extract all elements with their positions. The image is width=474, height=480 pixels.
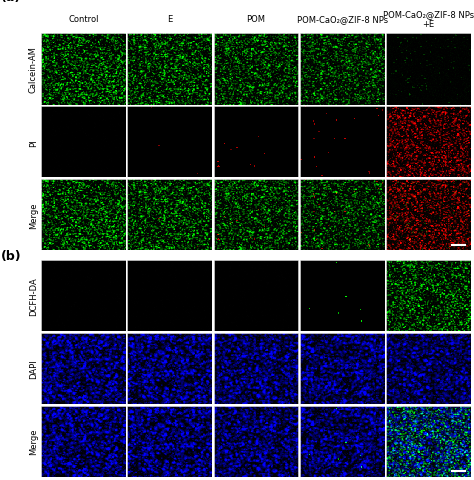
Text: DCFH-DA: DCFH-DA — [29, 277, 38, 315]
Text: Merge: Merge — [29, 202, 38, 228]
Text: POM-CaO₂@ZIF-8 NPs
+E: POM-CaO₂@ZIF-8 NPs +E — [383, 10, 474, 29]
Text: Merge: Merge — [29, 428, 38, 455]
Text: Calcein-AM: Calcein-AM — [29, 47, 38, 93]
Text: E: E — [167, 15, 173, 24]
Text: Control: Control — [68, 15, 99, 24]
Text: PI: PI — [29, 139, 38, 146]
Text: POM: POM — [246, 15, 265, 24]
Text: DAPI: DAPI — [29, 359, 38, 379]
Text: POM-CaO₂@ZIF-8 NPs: POM-CaO₂@ZIF-8 NPs — [297, 15, 388, 24]
Text: (b): (b) — [1, 250, 22, 263]
Text: (a): (a) — [1, 0, 21, 4]
